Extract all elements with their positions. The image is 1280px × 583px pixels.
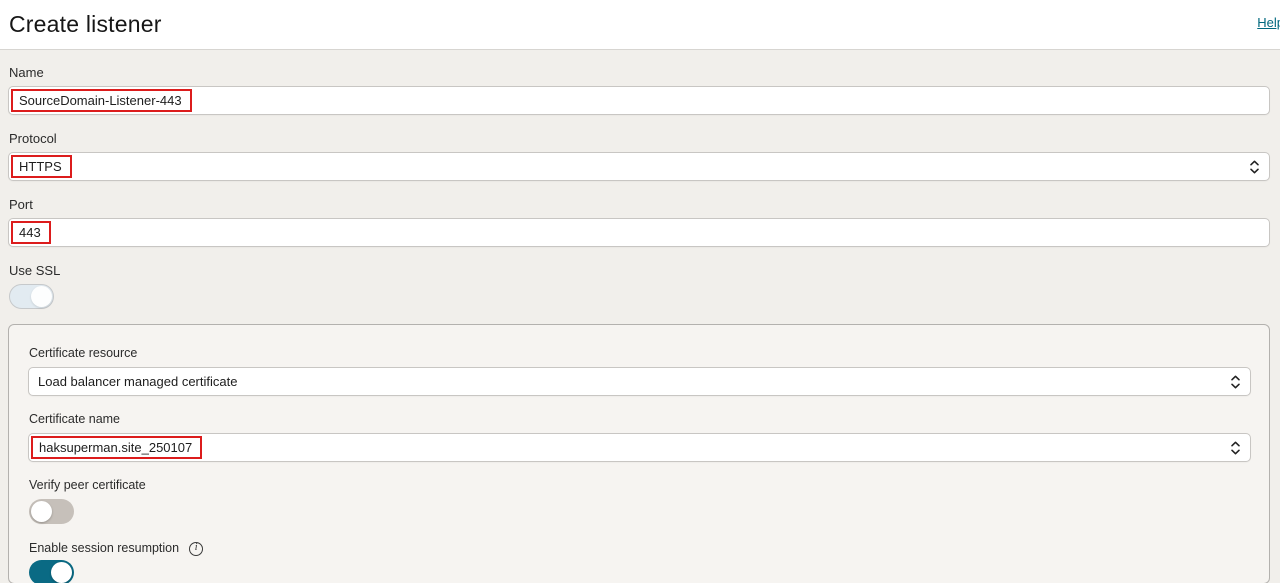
info-icon[interactable]: i bbox=[189, 541, 204, 556]
chevron-up-down-icon bbox=[1231, 441, 1240, 454]
page-header: Create listener Help bbox=[0, 0, 1280, 50]
annotation-box-name: SourceDomain-Listener-443 bbox=[11, 89, 192, 112]
enable-session-resumption-label: Enable session resumption bbox=[29, 541, 180, 555]
enable-session-resumption-toggle[interactable] bbox=[29, 560, 74, 583]
name-label: Name bbox=[9, 65, 44, 80]
name-input[interactable]: SourceDomain-Listener-443 bbox=[8, 86, 1270, 115]
protocol-select[interactable]: HTTPS bbox=[8, 152, 1270, 181]
use-ssl-toggle[interactable] bbox=[9, 284, 54, 309]
ssl-settings-section: Certificate resource Load balancer manag… bbox=[8, 324, 1270, 583]
chevron-up-down-icon bbox=[1231, 375, 1240, 388]
toggle-knob bbox=[31, 501, 52, 522]
certificate-name-select[interactable]: haksuperman.site_250107 bbox=[28, 433, 1251, 462]
annotation-box-protocol: HTTPS bbox=[11, 155, 72, 178]
certificate-name-label: Certificate name bbox=[29, 412, 121, 426]
toggle-knob bbox=[51, 562, 72, 583]
annotation-box-certificate-name: haksuperman.site_250107 bbox=[31, 436, 203, 459]
name-value: SourceDomain-Listener-443 bbox=[19, 93, 182, 108]
help-link[interactable]: Help bbox=[1257, 15, 1280, 30]
page-title: Create listener bbox=[9, 11, 162, 37]
enable-session-resumption-row: Enable session resumption i bbox=[28, 541, 1251, 556]
annotation-box-port: 443 bbox=[11, 221, 51, 244]
protocol-label: Protocol bbox=[9, 131, 57, 146]
toggle-knob bbox=[31, 286, 52, 307]
port-value: 443 bbox=[19, 225, 41, 240]
certificate-resource-select[interactable]: Load balancer managed certificate bbox=[28, 367, 1251, 396]
port-label: Port bbox=[9, 197, 33, 212]
certificate-name-value: haksuperman.site_250107 bbox=[39, 440, 193, 455]
chevron-up-down-icon bbox=[1250, 160, 1259, 173]
certificate-resource-label: Certificate resource bbox=[29, 346, 138, 360]
protocol-value: HTTPS bbox=[19, 159, 62, 174]
use-ssl-label: Use SSL bbox=[9, 263, 61, 278]
create-listener-form: Name SourceDomain-Listener-443 Protocol … bbox=[0, 65, 1280, 583]
certificate-resource-value: Load balancer managed certificate bbox=[38, 374, 238, 389]
verify-peer-certificate-label: Verify peer certificate bbox=[29, 478, 146, 492]
verify-peer-certificate-toggle[interactable] bbox=[29, 499, 74, 524]
port-input[interactable]: 443 bbox=[8, 218, 1270, 247]
